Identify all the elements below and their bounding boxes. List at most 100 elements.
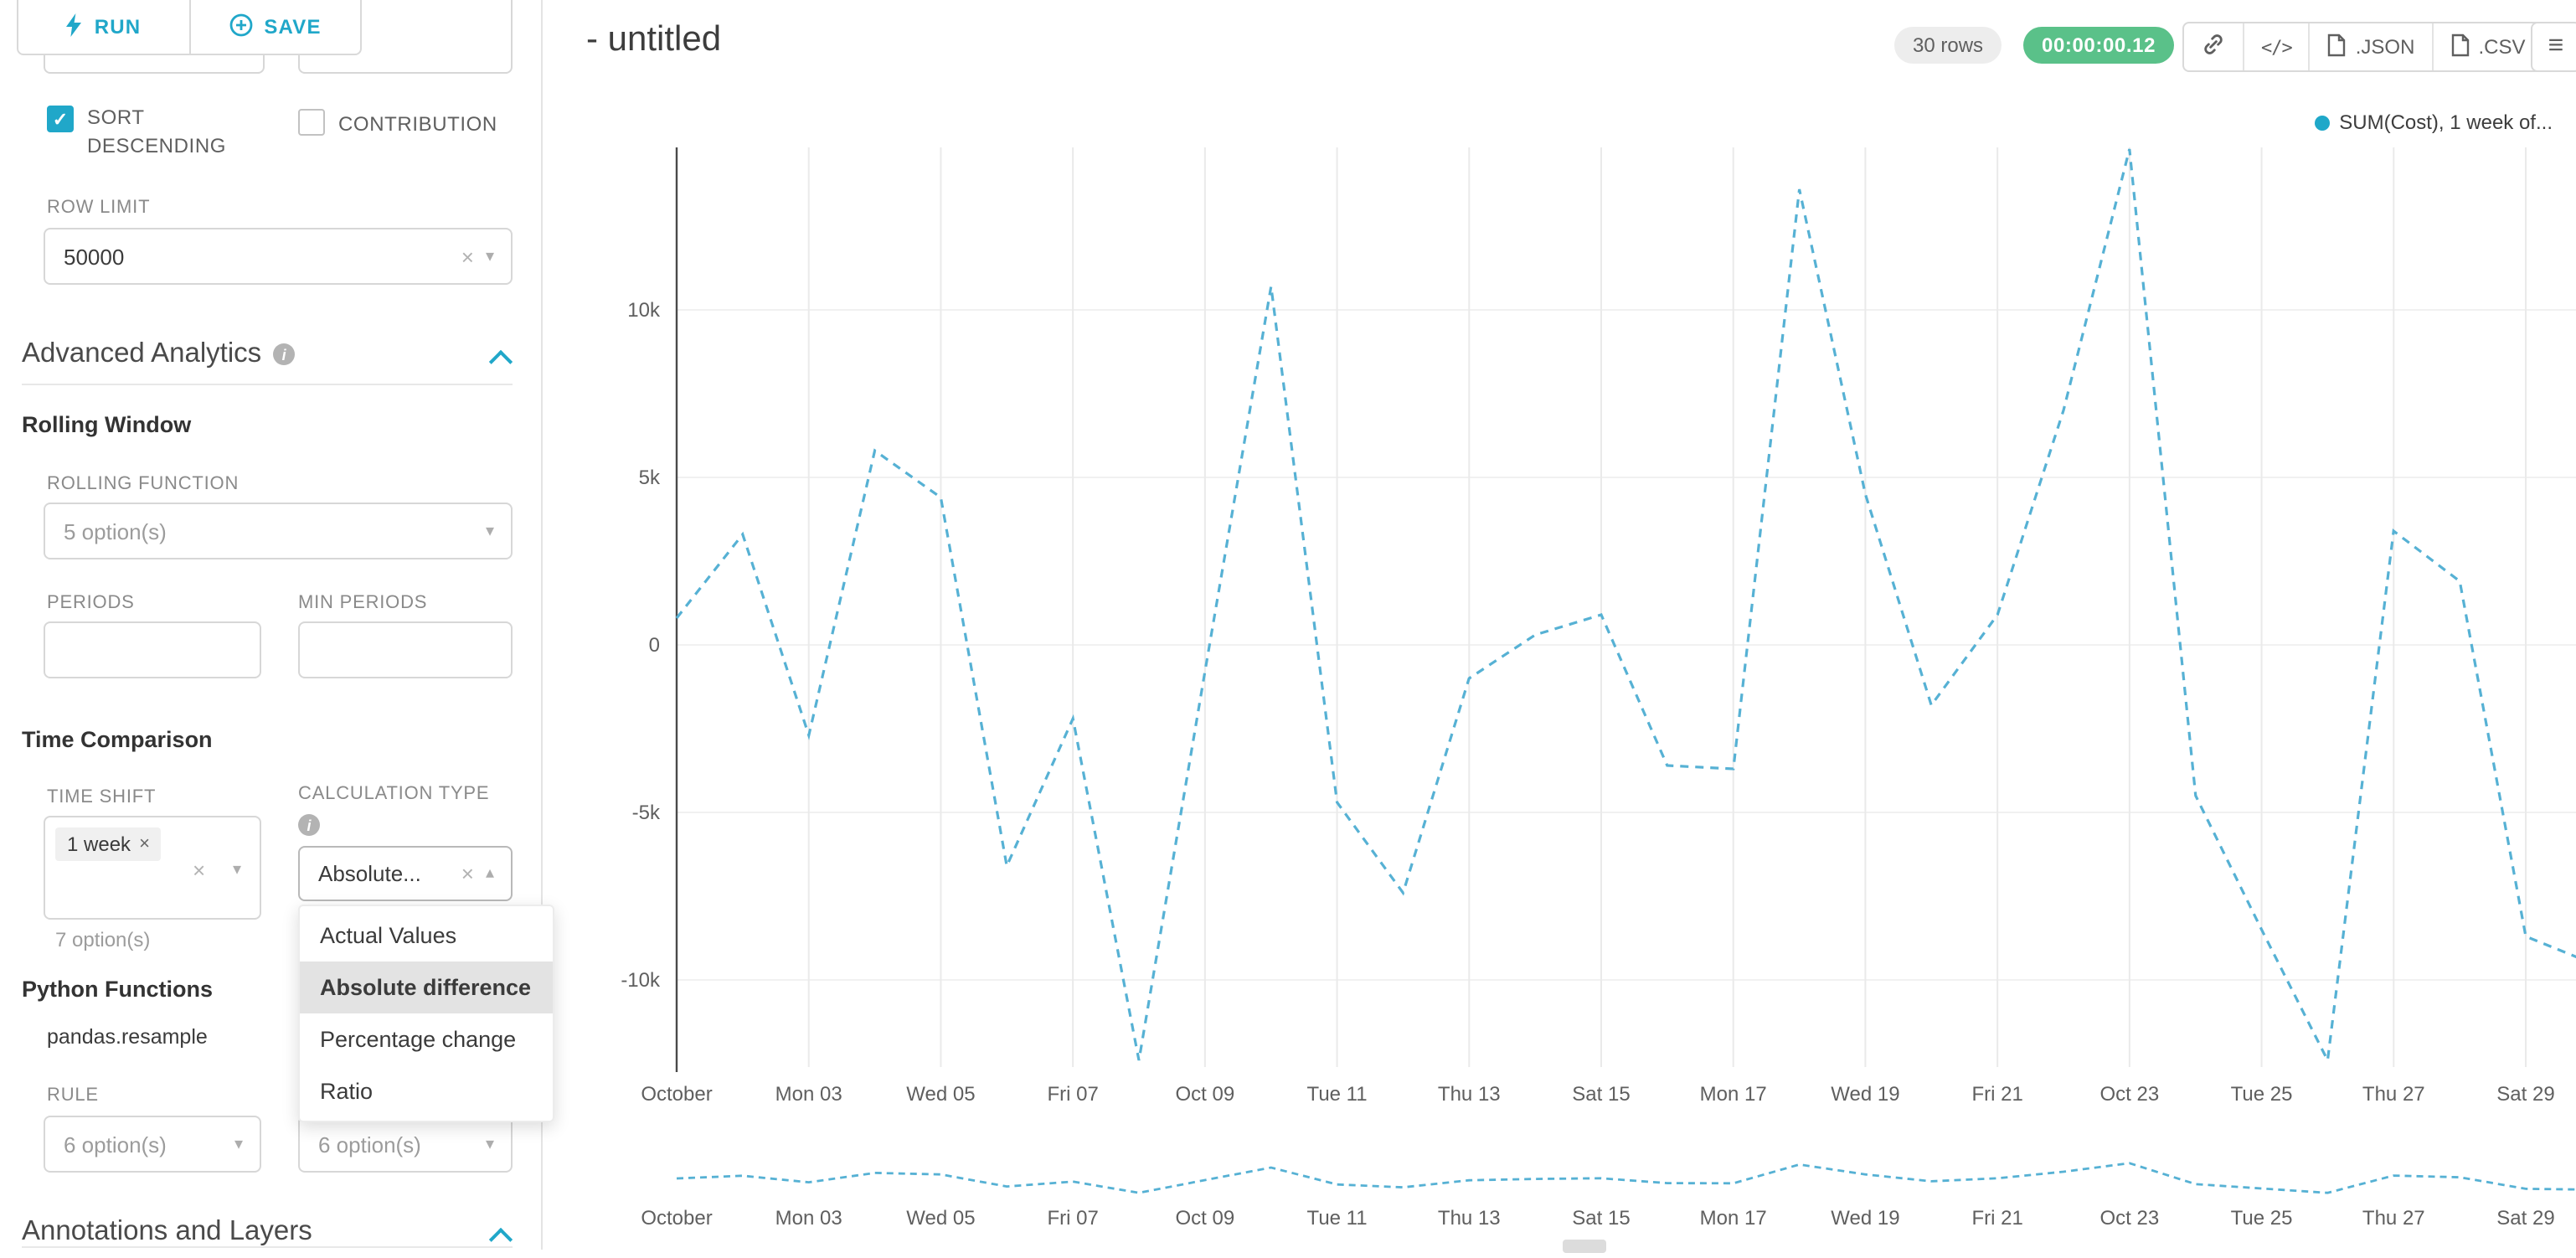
periods-input[interactable]: [44, 621, 261, 678]
caret-down-icon: ▾: [234, 1135, 243, 1153]
advanced-analytics-header[interactable]: Advanced Analytics i: [22, 338, 296, 370]
svg-text:Mon 03: Mon 03: [775, 1083, 842, 1106]
svg-text:Wed 05: Wed 05: [906, 1207, 975, 1230]
menu-item-percentage-change[interactable]: Percentage change: [320, 1027, 517, 1052]
svg-text:Oct 23: Oct 23: [2100, 1207, 2160, 1230]
svg-text:Thu 27: Thu 27: [2362, 1083, 2425, 1106]
sort-descending-checkbox[interactable]: ✓: [47, 106, 74, 132]
check-icon: ✓: [52, 110, 69, 130]
svg-text:Tue 25: Tue 25: [2231, 1083, 2293, 1106]
time-shift-hint: 7 option(s): [55, 928, 151, 951]
annotations-header[interactable]: Annotations and Layers: [22, 1216, 312, 1246]
timer-badge: 00:00:00.12: [2023, 27, 2175, 64]
svg-text:Mon 17: Mon 17: [1700, 1083, 1767, 1106]
svg-text:Wed 05: Wed 05: [906, 1083, 975, 1106]
svg-text:Thu 27: Thu 27: [2362, 1207, 2425, 1230]
rolling-function-label: ROLLING FUNCTION: [47, 474, 240, 494]
export-json-button[interactable]: .JSON: [2308, 23, 2432, 70]
series-dot-icon: [2314, 115, 2330, 130]
rolling-function-select[interactable]: 5 option(s) ▾: [44, 503, 513, 559]
remove-tag-icon[interactable]: ×: [139, 834, 150, 854]
caret-down-icon: ▾: [485, 522, 494, 540]
bolt-icon: [66, 13, 83, 41]
file-icon: [2450, 33, 2470, 61]
caret-down-icon: ▾: [485, 247, 494, 266]
save-button[interactable]: SAVE: [188, 0, 360, 54]
contribution-checkbox[interactable]: [298, 109, 325, 136]
chart-drag-handle[interactable]: [1563, 1240, 1606, 1253]
link-icon: [2201, 32, 2226, 62]
export-button-group: </> .JSON .CSV: [2182, 22, 2544, 72]
svg-text:Thu 13: Thu 13: [1438, 1083, 1501, 1106]
line-chart-canvas[interactable]: 10k 5k 0 -5k -10k October October Mon 03 Mon 03 W…: [543, 0, 2576, 1250]
svg-text:Sat 29: Sat 29: [2496, 1207, 2554, 1230]
calculation-type-label: CALCULATION TYPE: [298, 784, 490, 804]
svg-text:5k: 5k: [639, 467, 661, 489]
python-functions-title: Python Functions: [22, 977, 213, 1002]
run-button[interactable]: RUN: [18, 0, 188, 54]
min-periods-label: MIN PERIODS: [298, 593, 428, 613]
time-shift-tag: 1 week ×: [55, 827, 162, 861]
menu-item-actual-values[interactable]: Actual Values: [320, 923, 457, 948]
export-csv-button[interactable]: .CSV: [2431, 23, 2542, 70]
min-periods-input[interactable]: [298, 621, 513, 678]
svg-text:Tue 11: Tue 11: [1307, 1083, 1368, 1106]
collapse-chevron-icon[interactable]: [488, 1226, 513, 1256]
caret-down-icon: ▾: [233, 861, 242, 879]
svg-text:-10k: -10k: [621, 969, 661, 992]
time-shift-label: TIME SHIFT: [47, 787, 157, 807]
method-select[interactable]: 6 option(s) ▾: [298, 1116, 513, 1173]
chart-container: SUM(Cost), 1 week of... 10k 5k 0 -5k -10k Oct…: [543, 0, 2576, 1253]
clear-icon[interactable]: ×: [461, 861, 474, 886]
copy-link-button[interactable]: [2184, 23, 2243, 70]
pandas-resample-label: pandas.resample: [47, 1025, 208, 1049]
rows-badge: 30 rows: [1894, 27, 2002, 64]
info-icon: i: [298, 814, 320, 836]
row-limit-select[interactable]: 50000 × ▾: [44, 228, 513, 285]
svg-text:Thu 13: Thu 13: [1438, 1207, 1501, 1230]
clear-icon[interactable]: ×: [461, 244, 474, 269]
section-divider: [22, 1246, 513, 1248]
svg-text:Fri 07: Fri 07: [1047, 1207, 1098, 1230]
menu-button[interactable]: ≡: [2531, 22, 2576, 72]
svg-text:Fri 21: Fri 21: [1971, 1083, 2022, 1106]
embed-code-button[interactable]: </>: [2243, 23, 2309, 70]
svg-text:Tue 25: Tue 25: [2231, 1207, 2293, 1230]
collapse-chevron-icon[interactable]: [488, 348, 513, 379]
svg-text:Wed 19: Wed 19: [1831, 1207, 1899, 1230]
svg-text:Fri 21: Fri 21: [1971, 1207, 2022, 1230]
svg-text:Fri 07: Fri 07: [1047, 1083, 1098, 1106]
time-comparison-title: Time Comparison: [22, 727, 213, 752]
file-icon: [2327, 33, 2347, 61]
legend-label: SUM(Cost), 1 week of...: [2339, 111, 2553, 134]
svg-text:0: 0: [649, 634, 660, 657]
svg-text:Sat 15: Sat 15: [1572, 1207, 1630, 1230]
hamburger-icon: ≡: [2548, 32, 2564, 60]
svg-text:Oct 09: Oct 09: [1176, 1207, 1235, 1230]
rule-label: RULE: [47, 1085, 99, 1106]
menu-item-absolute-difference[interactable]: Absolute difference: [300, 962, 553, 1013]
svg-text:October: October: [641, 1083, 712, 1106]
rule-select[interactable]: 6 option(s) ▾: [44, 1116, 261, 1173]
svg-text:10k: 10k: [627, 299, 661, 322]
svg-text:-5k: -5k: [632, 802, 661, 824]
svg-text:Mon 03: Mon 03: [775, 1207, 842, 1230]
svg-text:Oct 23: Oct 23: [2100, 1083, 2160, 1106]
rolling-window-title: Rolling Window: [22, 412, 192, 437]
svg-text:Mon 17: Mon 17: [1700, 1207, 1767, 1230]
calculation-type-menu: Actual Values Absolute difference Percen…: [298, 905, 554, 1122]
svg-text:Wed 19: Wed 19: [1831, 1083, 1899, 1106]
code-icon: </>: [2261, 36, 2293, 58]
svg-text:Sat 15: Sat 15: [1572, 1083, 1630, 1106]
calculation-type-select[interactable]: Absolute... × ▴: [298, 846, 513, 901]
legend[interactable]: SUM(Cost), 1 week of...: [2314, 111, 2553, 134]
menu-item-ratio[interactable]: Ratio: [320, 1079, 374, 1104]
clear-icon[interactable]: ×: [193, 858, 206, 883]
chart-title[interactable]: - untitled: [586, 20, 722, 59]
time-shift-select[interactable]: 1 week × × ▾: [44, 816, 261, 920]
contribution-label: CONTRIBUTION: [338, 112, 497, 136]
svg-text:Sat 29: Sat 29: [2496, 1083, 2554, 1106]
svg-text:Tue 11: Tue 11: [1307, 1207, 1368, 1230]
run-save-group: RUN SAVE: [17, 0, 362, 55]
